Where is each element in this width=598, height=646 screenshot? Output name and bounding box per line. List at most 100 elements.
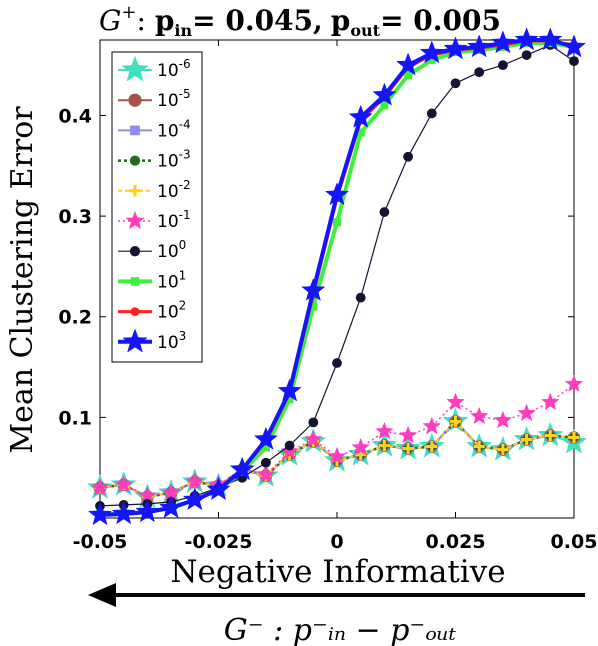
data-point <box>402 442 414 455</box>
legend: 10-6 10-5 10-4 10-3 10-2 10-1 100 101 102 103 <box>111 51 203 363</box>
data-point <box>379 207 390 217</box>
legend-marker <box>125 210 145 230</box>
y-tick-label: 0.2 <box>58 307 92 329</box>
data-point <box>375 421 394 440</box>
data-point <box>87 502 113 526</box>
data-point <box>403 151 413 162</box>
data-point <box>253 426 278 450</box>
data-point <box>521 433 533 446</box>
legend-entry: 10-6 <box>118 55 191 82</box>
data-point <box>327 446 347 465</box>
data-point <box>469 406 489 425</box>
x-tick-label: 0 <box>330 531 343 553</box>
data-point <box>261 457 271 468</box>
legend-marker <box>128 93 142 107</box>
legend-entry: 10-3 <box>118 148 191 172</box>
direction-arrow <box>88 583 585 607</box>
legend-label: 10-3 <box>157 148 191 172</box>
data-point <box>517 403 536 422</box>
legend-entry: 10-2 <box>118 178 191 202</box>
data-point <box>159 495 184 519</box>
data-point <box>378 439 390 452</box>
legend-label: 10-1 <box>157 208 191 232</box>
x-tick-label: 0.05 <box>551 531 598 553</box>
x-tick-label: -0.025 <box>185 531 253 553</box>
data-point <box>541 392 560 411</box>
data-point <box>404 71 413 80</box>
legend-marker <box>129 184 141 197</box>
y-axis-label: Mean Clustering Error <box>5 106 40 454</box>
legend-entry: 103 <box>118 328 186 353</box>
legend-entry: 101 <box>118 268 186 292</box>
y-tick-label: 0.1 <box>58 407 92 429</box>
data-point <box>398 425 418 444</box>
data-point <box>324 182 350 206</box>
data-point <box>332 218 342 227</box>
legend-entry: 10-5 <box>118 87 191 111</box>
data-point <box>277 378 302 402</box>
legend-entry: 10-1 <box>118 208 191 232</box>
data-point <box>284 440 295 451</box>
legend-label: 102 <box>157 299 186 323</box>
data-point <box>569 56 579 67</box>
legend-marker <box>130 307 140 317</box>
data-point <box>497 443 509 456</box>
x-tick-label: -0.05 <box>73 531 128 553</box>
data-point <box>309 302 318 311</box>
data-point <box>467 34 492 58</box>
data-point <box>111 501 136 525</box>
data-point <box>521 50 532 60</box>
data-point <box>348 104 373 128</box>
data-point <box>304 429 323 448</box>
data-point <box>419 40 444 64</box>
y-tick-label: 0.3 <box>58 206 92 228</box>
legend-label: 10-2 <box>157 178 191 202</box>
x-tick-label: 0.025 <box>425 531 485 553</box>
legend-entry: 100 <box>118 238 186 262</box>
data-point <box>301 277 326 301</box>
data-point <box>396 52 421 76</box>
data-point <box>473 440 485 453</box>
legend-label: 101 <box>157 268 186 292</box>
axis-ticks: -0.05 -0.025 0 0.025 0.05 0.1 0.2 0.3 0.4 <box>58 40 597 553</box>
data-point <box>498 60 508 71</box>
legend-marker <box>130 277 140 286</box>
legend-label: 10-5 <box>157 87 191 111</box>
legend-marker <box>121 55 149 82</box>
y-tick-label: 0.4 <box>58 105 92 127</box>
legend-entry: 102 <box>118 299 186 323</box>
series-10-exp3 <box>87 27 587 526</box>
data-point <box>182 487 207 511</box>
legend-label: 103 <box>157 329 186 353</box>
data-point <box>261 443 270 452</box>
arrow-label: G⁻ : p⁻ᵢₙ − p⁻ₒᵤₜ <box>224 613 457 646</box>
data-point <box>308 417 319 428</box>
data-point <box>256 464 276 483</box>
data-point <box>538 27 563 51</box>
data-point <box>90 478 110 496</box>
data-point <box>185 472 205 490</box>
data-point <box>427 56 436 65</box>
data-point <box>422 416 442 435</box>
data-point <box>490 30 515 54</box>
data-point <box>135 499 160 523</box>
legend-label: 10-4 <box>157 117 191 141</box>
data-point <box>568 431 580 444</box>
data-point <box>332 358 342 368</box>
data-point <box>426 440 438 453</box>
data-point <box>114 475 133 493</box>
data-point <box>356 128 365 137</box>
data-point <box>544 429 556 442</box>
legend-label: 100 <box>157 238 186 262</box>
data-point <box>426 108 437 119</box>
legend-marker <box>130 125 140 136</box>
data-point <box>285 395 294 404</box>
data-point <box>564 374 584 392</box>
series-layer <box>86 27 588 526</box>
data-point <box>206 477 231 501</box>
legend-marker <box>129 246 141 257</box>
legend-label: 10-6 <box>157 57 191 81</box>
data-point <box>493 410 513 429</box>
data-point <box>474 67 485 78</box>
